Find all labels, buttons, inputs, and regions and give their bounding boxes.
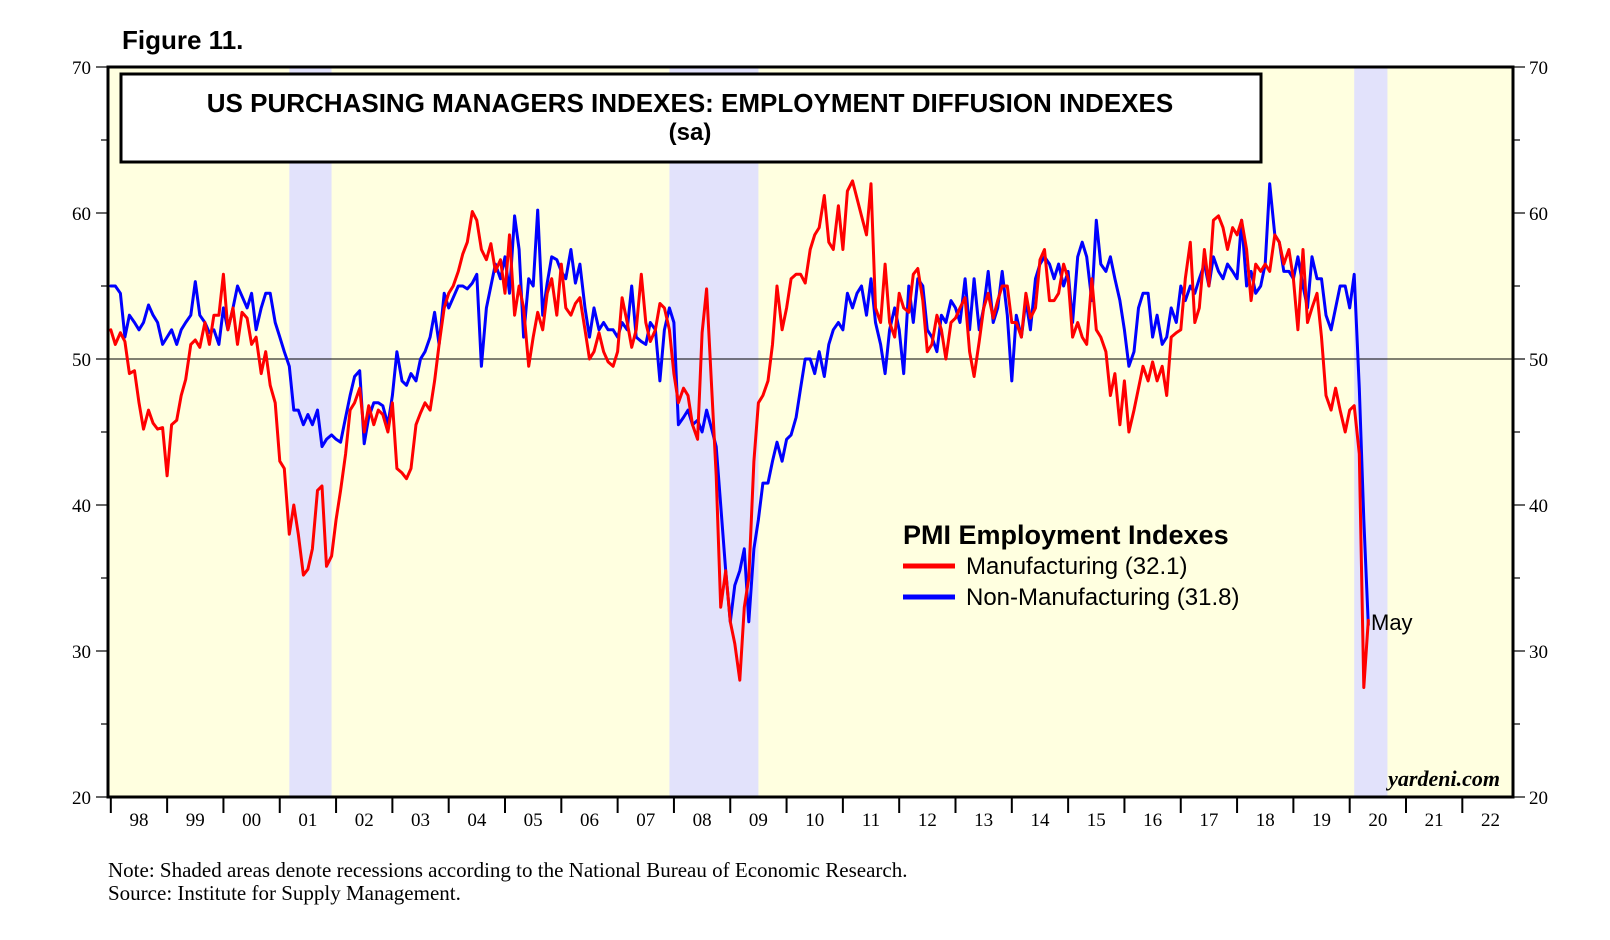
title-box-frame — [119, 72, 1263, 164]
legend-label-non-manufacturing: Non-Manufacturing (31.8) — [966, 584, 1239, 611]
legend-title: PMI Employment Indexes — [903, 520, 1229, 550]
x-tick-label: 22 — [1481, 810, 1500, 831]
y-tick-label-right: 60 — [1529, 204, 1548, 225]
x-tick-label: 12 — [918, 810, 937, 831]
x-tick-label: 04 — [467, 810, 487, 831]
x-tick-label: 00 — [242, 810, 261, 831]
series-line-non-manufacturing — [109, 182, 1370, 627]
x-tick-label: 13 — [974, 810, 993, 831]
y-tick-label-left: 30 — [72, 642, 91, 663]
y-tick-label-right: 20 — [1529, 788, 1548, 809]
x-tick-label: 06 — [580, 810, 599, 831]
figure-label: Figure 11. — [122, 25, 243, 55]
x-tick-label: 10 — [805, 810, 824, 831]
x-tick-label: 14 — [1030, 810, 1050, 831]
x-tick-label: 08 — [693, 810, 712, 831]
x-tick-label: 19 — [1312, 810, 1331, 831]
recession-bands — [289, 67, 1388, 797]
x-tick-label: 15 — [1087, 810, 1106, 831]
x-tick-label: 16 — [1143, 810, 1162, 831]
plot-frame — [106, 65, 1515, 799]
y-tick-label-right: 30 — [1529, 642, 1548, 663]
x-tick-label: 20 — [1368, 810, 1387, 831]
x-tick-label: 03 — [411, 810, 430, 831]
y-tick-label-right: 70 — [1529, 58, 1548, 79]
x-tick-label: 98 — [129, 810, 148, 831]
x-tick-label: 18 — [1256, 810, 1275, 831]
y-tick-label-left: 20 — [72, 788, 91, 809]
series-lines — [109, 179, 1370, 689]
x-tick-label: 17 — [1199, 810, 1218, 831]
x-tick-label: 02 — [355, 810, 374, 831]
watermark: yardeni.com — [1385, 766, 1500, 791]
recession-band-3 — [1354, 67, 1388, 797]
axis-ticks: 20 20 30 30 40 40 50 50 60 60 70 70 98 99 00 01 02 03 04 05… — [72, 58, 1548, 831]
chart-title: US PURCHASING MANAGERS INDEXES: EMPLOYME… — [207, 88, 1173, 118]
source-text: Source: Institute for Supply Management. — [108, 881, 461, 905]
y-tick-label-left: 40 — [72, 496, 91, 517]
y-tick-label-left: 70 — [72, 58, 91, 79]
legend: PMI Employment Indexes Manufacturing (32… — [903, 520, 1239, 611]
y-tick-label-right: 40 — [1529, 496, 1548, 517]
x-tick-label: 99 — [186, 810, 205, 831]
note-text: Note: Shaded areas denote recessions acc… — [108, 858, 907, 882]
x-tick-label: 05 — [524, 810, 543, 831]
recession-band-1 — [289, 67, 332, 797]
chart-subtitle: (sa) — [669, 119, 712, 146]
x-tick-label: 21 — [1425, 810, 1444, 831]
x-tick-label: 01 — [298, 810, 317, 831]
y-tick-label-left: 50 — [72, 350, 91, 371]
legend-label-manufacturing: Manufacturing (32.1) — [966, 553, 1187, 580]
x-tick-label: 11 — [862, 810, 880, 831]
y-tick-label-right: 50 — [1529, 350, 1548, 371]
y-tick-label-left: 60 — [72, 204, 91, 225]
annotation-may: May — [1371, 610, 1413, 635]
x-tick-label: 07 — [636, 810, 655, 831]
x-tick-label: 09 — [749, 810, 768, 831]
series-line-manufacturing — [109, 179, 1370, 689]
title-box: US PURCHASING MANAGERS INDEXES: EMPLOYME… — [119, 72, 1263, 164]
